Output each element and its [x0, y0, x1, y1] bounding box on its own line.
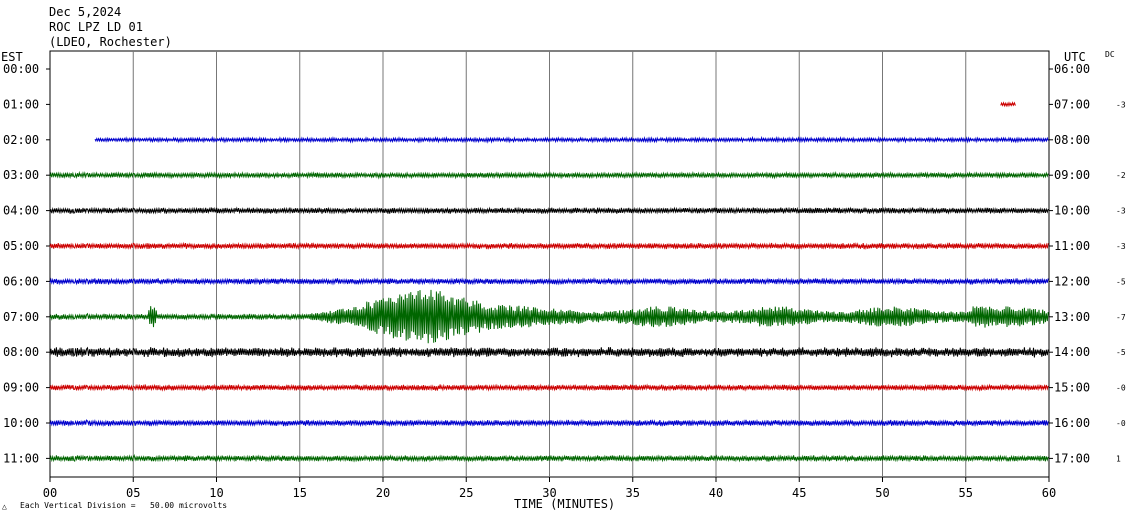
utc-hour-label: 09:00 [1054, 168, 1090, 182]
dc-offset-label: -0 [1116, 384, 1126, 393]
est-hour-label: 02:00 [3, 133, 39, 147]
x-tick-label: 05 [126, 486, 140, 500]
dc-offset-label: -5 [1116, 277, 1126, 286]
seismic-trace-0500 [49, 241, 1049, 251]
seismic-trace-0300 [49, 170, 1049, 180]
x-tick-label: 10 [209, 486, 223, 500]
x-tick-label: 45 [792, 486, 806, 500]
dc-offset-label: -3 [1116, 100, 1126, 109]
utc-hour-label: 14:00 [1054, 345, 1090, 359]
station-name: ROC LPZ LD 01 [49, 20, 143, 34]
dc-label: DC [1105, 50, 1115, 59]
x-tick-label: 50 [875, 486, 889, 500]
est-axis-label: EST [1, 50, 23, 64]
seismic-trace-0900 [49, 383, 1049, 392]
est-hour-label: 06:00 [3, 274, 39, 288]
seismic-trace-0100 [1000, 101, 1016, 108]
dc-offset-label: -7 [1116, 313, 1126, 322]
station-site: (LDEO, Rochester) [49, 35, 172, 49]
dc-offset-label: -2 [1116, 171, 1126, 180]
dc-offset-label: -5 [1116, 348, 1126, 357]
x-tick-label: 55 [959, 486, 973, 500]
x-tick-label: 35 [626, 486, 640, 500]
est-hour-label: 04:00 [3, 204, 39, 218]
seismic-trace-0200 [94, 135, 1049, 144]
dc-offset-label: -0 [1116, 419, 1126, 428]
est-hour-label: 09:00 [3, 381, 39, 395]
x-tick-label: 00 [43, 486, 57, 500]
utc-hour-label: 08:00 [1054, 133, 1090, 147]
est-hour-label: 07:00 [3, 310, 39, 324]
est-hour-label: 03:00 [3, 168, 39, 182]
record-date: Dec 5,2024 [49, 5, 122, 19]
est-hour-label: 01:00 [3, 97, 39, 111]
scale-note: Each Vertical Division = 50.00 microvolt… [20, 501, 228, 510]
dc-offset-label: 1 [1116, 454, 1121, 463]
est-hour-label: 11:00 [3, 451, 39, 465]
utc-hour-label: 11:00 [1054, 239, 1090, 253]
x-tick-label: 15 [293, 486, 307, 500]
seismic-trace-0800 [49, 346, 1049, 358]
x-tick-label: 40 [709, 486, 723, 500]
utc-hour-label: 12:00 [1054, 274, 1090, 288]
est-hour-label: 05:00 [3, 239, 39, 253]
utc-axis-label: UTC [1064, 50, 1086, 64]
dc-offset-label: -3 [1116, 207, 1126, 216]
utc-hour-label: 13:00 [1054, 310, 1090, 324]
utc-hour-label: 06:00 [1054, 62, 1090, 76]
seismic-trace-1100 [49, 453, 1049, 463]
utc-hour-label: 17:00 [1054, 451, 1090, 465]
utc-hour-label: 15:00 [1054, 381, 1090, 395]
est-hour-label: 10:00 [3, 416, 39, 430]
utc-hour-label: 10:00 [1054, 204, 1090, 218]
x-tick-label: 20 [376, 486, 390, 500]
x-axis-title: TIME (MINUTES) [514, 497, 616, 511]
utc-hour-label: 16:00 [1054, 416, 1090, 430]
dc-offset-label: -3 [1116, 242, 1126, 251]
x-tick-label: 25 [459, 486, 473, 500]
x-tick-label: 60 [1042, 486, 1056, 500]
scale-mark-icon: △ [2, 502, 7, 511]
seismic-trace-0600 [49, 277, 1049, 286]
seismic-trace-0400 [49, 206, 1049, 215]
est-hour-label: 00:00 [3, 62, 39, 76]
utc-hour-label: 07:00 [1054, 97, 1090, 111]
x-tick-label: 30 [542, 486, 556, 500]
seismic-trace-1000 [49, 418, 1049, 428]
est-hour-label: 08:00 [3, 345, 39, 359]
seismic-trace-0700 [49, 289, 1049, 344]
